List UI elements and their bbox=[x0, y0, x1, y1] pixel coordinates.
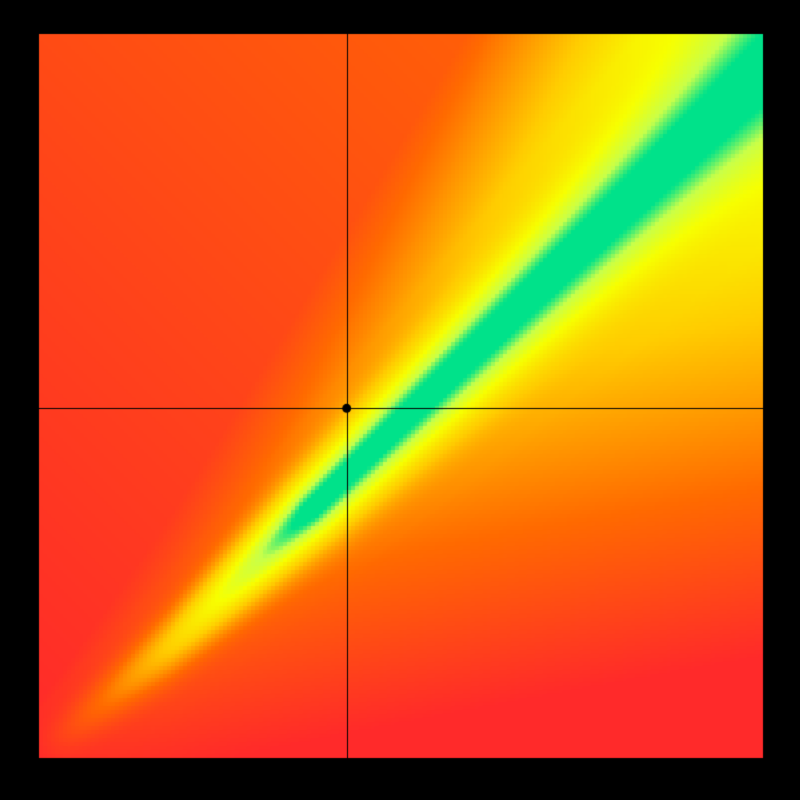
chart-container: TheBottleneck.com bbox=[0, 0, 800, 800]
watermark-text: TheBottleneck.com bbox=[559, 6, 762, 32]
heatmap-canvas bbox=[0, 0, 800, 800]
